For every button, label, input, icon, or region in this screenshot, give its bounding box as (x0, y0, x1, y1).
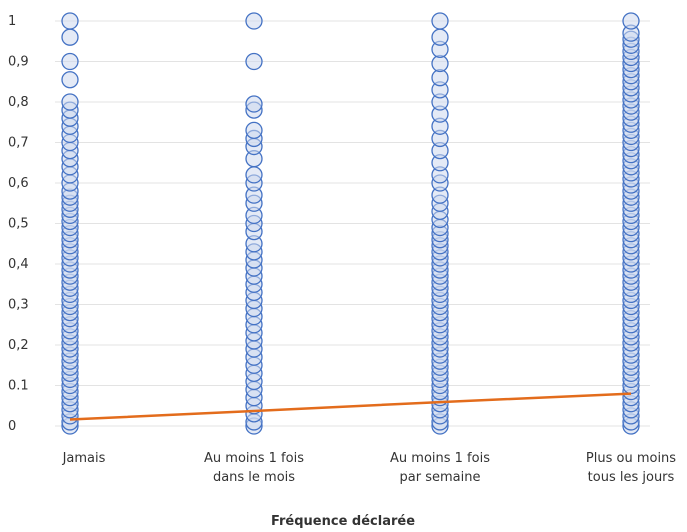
data-point (245, 12, 263, 30)
x-tick-label: Plus ou moins (586, 451, 676, 466)
y-tick-label: 0.1 (8, 379, 29, 394)
data-point (245, 121, 263, 140)
data-point (61, 28, 79, 46)
data-point (61, 12, 79, 30)
data-point (61, 71, 79, 89)
x-tick-label: Au moins 1 fois (390, 451, 490, 466)
x-axis-tick-labels: Jamais Au moins 1 fois dans le mois Au moin… (62, 451, 677, 485)
x-tick-label: tous les jours (588, 470, 675, 485)
data-point (622, 12, 640, 30)
x-tick-label: par semaine (400, 470, 481, 485)
trend-line (69, 392, 632, 421)
y-tick-label: 1 (8, 14, 16, 29)
data-point (245, 52, 263, 71)
x-axis-title: Fréquence déclarée (271, 514, 415, 529)
trendline-layer (69, 392, 632, 421)
y-tick-label: 0,5 (8, 217, 29, 232)
x-tick-label: Jamais (62, 451, 106, 466)
x-tick-label: Au moins 1 fois (204, 451, 304, 466)
y-axis-tick-labels: 0 0.1 0,2 0,3 0,4 0,5 0,6 0,7 0,8 0,9 1 (8, 14, 29, 434)
y-tick-label: 0,7 (8, 136, 29, 151)
data-point (245, 95, 263, 113)
y-tick-label: 0,9 (8, 55, 29, 70)
y-tick-label: 0 (8, 419, 16, 434)
y-tick-label: 0,6 (8, 176, 29, 191)
data-point (431, 28, 449, 46)
y-tick-label: 0,8 (8, 95, 29, 110)
data-point (431, 12, 449, 30)
y-tick-label: 0,2 (8, 338, 29, 353)
y-tick-label: 0,3 (8, 298, 29, 313)
data-point (61, 93, 79, 111)
data-point (61, 52, 79, 71)
gridlines (55, 20, 650, 427)
data-points (61, 12, 640, 435)
data-point (245, 166, 263, 184)
x-tick-label: dans le mois (213, 470, 295, 485)
y-tick-label: 0,4 (8, 257, 29, 272)
